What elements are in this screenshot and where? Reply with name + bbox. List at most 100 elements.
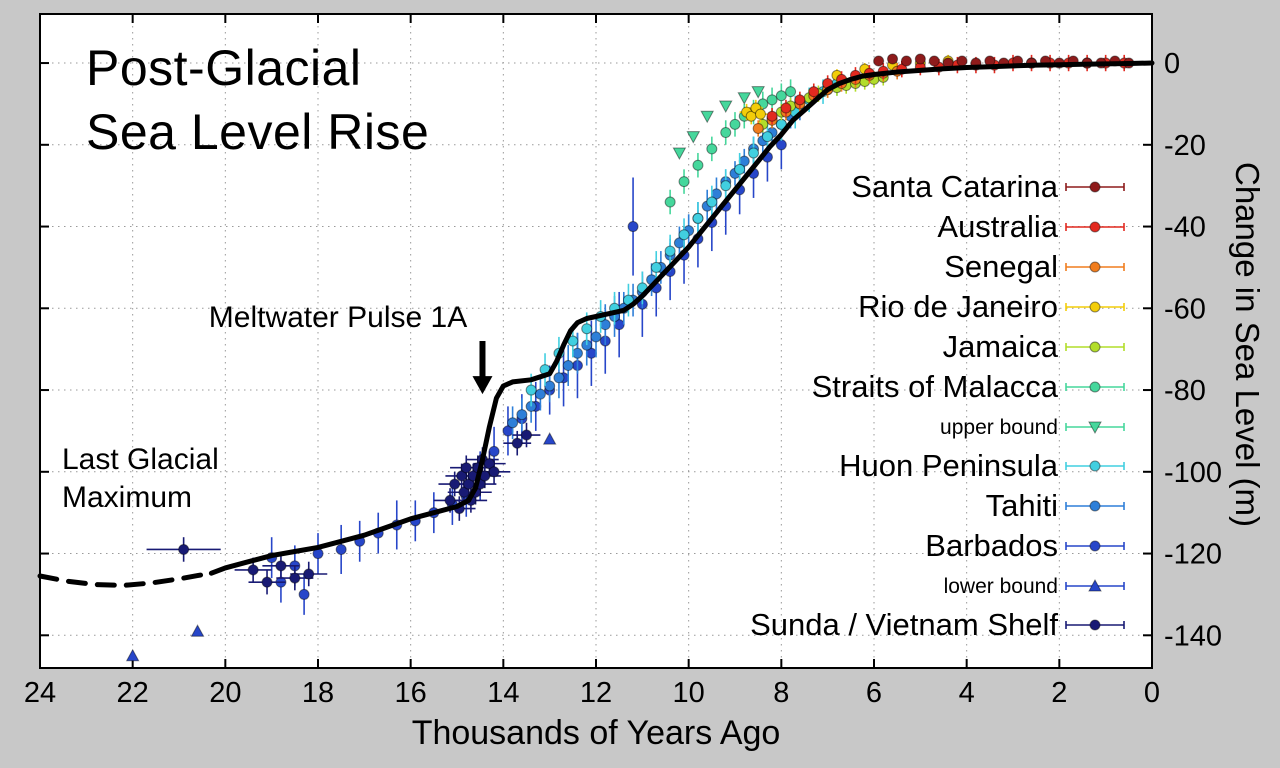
data-point <box>507 417 519 429</box>
data-point <box>125 648 140 662</box>
legend-label: Australia <box>937 209 1058 244</box>
x-axis-label: Thousands of Years Ago <box>411 714 781 752</box>
legend-marker <box>1089 341 1101 353</box>
x-tick-label: 8 <box>773 677 789 709</box>
scatter-series-barbados-lower-bound <box>125 432 557 662</box>
y-tick-label: 0 <box>1164 48 1180 80</box>
data-point <box>785 86 797 98</box>
y-tick-label: -140 <box>1164 620 1222 652</box>
annotation-meltwater-pulse: Meltwater Pulse 1A <box>208 301 468 334</box>
x-tick-label: 10 <box>673 677 705 709</box>
data-point <box>483 458 495 470</box>
data-point <box>544 380 556 392</box>
data-point <box>751 86 766 99</box>
data-point <box>562 360 574 372</box>
legend-label: Jamaica <box>943 329 1059 364</box>
data-point <box>729 118 741 130</box>
legend-marker <box>1089 301 1101 313</box>
data-point <box>511 437 523 449</box>
data-point <box>460 462 472 474</box>
data-point <box>590 331 602 343</box>
legend-label: Senegal <box>944 249 1058 284</box>
data-point <box>794 94 806 106</box>
x-tick-labels: 24 22 20 18 16 14 12 10 8 6 4 2 0 <box>24 677 1160 709</box>
x-tick-label: 16 <box>395 677 427 709</box>
legend-item-straits-of-malacca: Straits of Malacca <box>812 369 1125 404</box>
legend-marker <box>1089 261 1101 273</box>
data-point <box>664 245 676 257</box>
sea-level-curve <box>37 60 1155 588</box>
legend-label: Santa Catarina <box>851 169 1059 204</box>
data-point <box>190 624 205 637</box>
y-tick-label: -120 <box>1164 539 1222 571</box>
legend-label: Tahiti <box>986 488 1058 523</box>
legend-item-rio-de-janeiro: Rio de Janeiro <box>858 289 1125 324</box>
y-tick-label: -20 <box>1164 130 1206 162</box>
data-point <box>534 388 546 400</box>
data-point <box>449 478 461 490</box>
legend-marker <box>1089 181 1101 193</box>
data-point <box>720 180 732 192</box>
x-tick-label: 0 <box>1144 677 1160 709</box>
data-point <box>444 494 456 506</box>
data-point <box>737 92 752 105</box>
data-point <box>672 147 687 161</box>
data-point <box>275 560 287 572</box>
annotation-lgm-line1: Last Glacial <box>62 443 219 476</box>
data-point <box>516 409 528 421</box>
data-point <box>456 470 468 482</box>
data-point <box>720 127 732 139</box>
curve-dashed-lgm <box>37 570 214 588</box>
chart-title-line2: Sea Level Rise <box>86 104 430 160</box>
legend-marker <box>1088 578 1102 592</box>
data-point <box>766 110 778 122</box>
y-tick-label: -100 <box>1164 457 1222 489</box>
data-point <box>754 108 766 120</box>
legend-marker <box>1089 460 1101 472</box>
curve-solid <box>208 60 1155 576</box>
data-point <box>458 486 470 498</box>
data-point <box>581 323 593 335</box>
legend-item-upper-bound: upper bound <box>940 416 1125 439</box>
data-point <box>247 564 259 576</box>
x-tick-label: 22 <box>117 677 149 709</box>
data-point <box>542 432 557 445</box>
data-point <box>525 384 537 396</box>
data-point <box>650 261 662 273</box>
data-point <box>748 147 760 159</box>
x-tick-label: 2 <box>1051 677 1067 709</box>
legend-label: lower bound <box>944 575 1058 598</box>
data-point <box>261 576 273 588</box>
y-tick-label: -80 <box>1164 375 1206 407</box>
data-point <box>692 159 704 171</box>
data-point <box>775 90 787 102</box>
data-point <box>335 543 347 555</box>
data-point <box>627 221 639 233</box>
legend-item-senegal: Senegal <box>944 249 1125 284</box>
annotation-lgm-line2: Maximum <box>62 481 193 514</box>
legend-item-lower-bound: lower bound <box>944 575 1125 598</box>
data-point <box>298 588 310 600</box>
legend-item-sunda-vietnam-shelf: Sunda / Vietnam Shelf <box>750 607 1125 642</box>
legend-marker <box>1088 421 1102 435</box>
legend-label: Huon Peninsula <box>839 448 1059 483</box>
legend-item-tahiti: Tahiti <box>986 488 1125 523</box>
legend-marker <box>1089 500 1101 512</box>
markers <box>125 432 557 662</box>
legend-label: Rio de Janeiro <box>858 289 1058 324</box>
data-point <box>571 347 583 359</box>
x-tick-label: 18 <box>302 677 334 709</box>
data-point <box>178 543 190 555</box>
data-point <box>664 196 676 208</box>
legend-item-barbados: Barbados <box>925 528 1125 563</box>
y-tick-label: -40 <box>1164 212 1206 244</box>
data-point <box>678 176 690 188</box>
scatter-series-straits-of-malacca-upper-bound <box>672 86 766 161</box>
markers <box>672 86 766 161</box>
legend: Santa Catarina Australia Senegal Rio de Jan… <box>750 169 1125 642</box>
scatter-series-straits-of-malacca <box>664 79 797 215</box>
data-point <box>718 100 733 114</box>
arrow-head <box>472 376 493 395</box>
x-tick-label: 6 <box>866 677 882 709</box>
